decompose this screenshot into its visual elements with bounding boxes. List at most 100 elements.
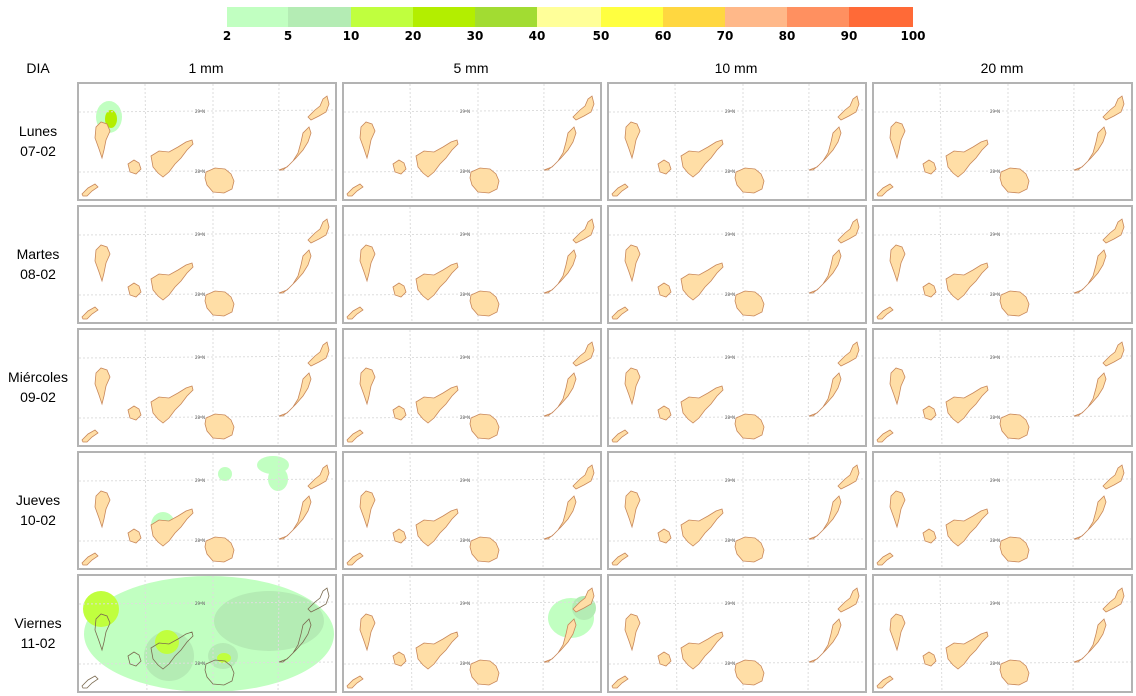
island-fuerteventura [278,372,312,417]
island-el-hierro [81,675,99,689]
island-gran-canaria [734,167,765,194]
row-day: Jueves [15,492,61,508]
island-fuerteventura [543,618,577,663]
longitude-gridline [144,453,148,568]
longitude-gridline [409,330,413,445]
island-lanzarote [837,95,860,121]
latitude-gridline [79,415,335,419]
legend-tick-label: 40 [528,29,546,43]
map-canvas: 29ºN 28ºN [344,330,600,445]
legend-tick-label: 2 [222,29,232,43]
island-tenerife [945,262,989,301]
latitude-label: 28ºN [725,292,735,297]
map-panel: 29ºN 28ºN [77,574,337,693]
map-panel: 29ºN 28ºN [342,574,602,693]
latitude-label: 28ºN [460,661,470,666]
row-date: 10-02 [20,512,56,528]
map-panel: 29ºN 28ºN [342,451,602,570]
longitude-gridline [542,576,545,691]
latitude-gridline [609,478,865,482]
dia-header: DIA [26,60,50,76]
latitude-gridline [874,415,1131,419]
longitude-gridline [1072,576,1075,691]
latitude-label: 28ºN [460,538,470,543]
island-tenerife [415,262,459,301]
latitude-gridline [609,232,865,236]
island-la-palma [624,121,641,160]
island-fuerteventura [1073,372,1107,417]
map-canvas: 29ºN 28ºN [874,453,1131,568]
longitude-gridline [277,207,280,322]
island-el-hierro [346,429,364,443]
map-panel: 29ºN 28ºN [607,574,867,693]
island-gran-canaria [999,167,1030,194]
island-gran-canaria [734,413,765,440]
longitude-gridline [144,207,148,322]
latitude-gridline [79,601,335,605]
island-el-hierro [81,306,99,320]
latitude-label: 28ºN [195,292,205,297]
island-gran-canaria [999,290,1030,317]
map-panel: 29ºN 28ºN [342,328,602,447]
latitude-gridline [344,478,600,482]
island-tenerife [680,385,724,424]
island-fuerteventura [1073,249,1107,294]
longitude-gridline [674,453,678,568]
longitude-gridline [939,576,943,691]
longitude-gridline [807,576,810,691]
map-panel: 29ºN 28ºN [607,451,867,570]
longitude-gridline [1072,453,1075,568]
latitude-gridline [344,661,600,665]
longitude-gridline [674,84,678,199]
island-fuerteventura [808,372,842,417]
island-la-palma [94,490,111,529]
latitude-gridline [344,232,600,236]
map-panel: 29ºN 28ºN [77,451,337,570]
latitude-gridline [79,109,335,113]
longitude-gridline [807,453,810,568]
island-gran-canaria [204,659,235,686]
latitude-label: 28ºN [990,169,1000,174]
legend-swatch [288,7,351,27]
legend-swatch [351,7,413,27]
island-tenerife [945,631,989,670]
island-el-hierro [876,183,894,197]
legend-swatch [413,7,475,27]
island-el-hierro [346,552,364,566]
legend-tick-label: 60 [654,29,672,43]
row-day: Lunes [18,123,58,139]
island-la-palma [889,121,906,160]
island-el-hierro [876,429,894,443]
island-lanzarote [307,464,330,490]
island-lanzarote [307,95,330,121]
island-la-gomera [127,282,142,298]
island-la-gomera [922,282,937,298]
island-lanzarote [1102,464,1125,490]
island-el-hierro [346,306,364,320]
island-fuerteventura [1073,495,1107,540]
longitude-gridline [1072,330,1075,445]
longitude-gridline [409,84,413,199]
legend-tick-label: 5 [283,29,293,43]
longitude-gridline [1072,207,1075,322]
map-canvas: 29ºN 28ºN [874,207,1131,322]
latitude-label: 29ºN [990,478,1000,483]
longitude-gridline [277,84,280,199]
column-header-1mm: 1 mm [188,60,224,76]
map-canvas: 29ºN 28ºN [609,207,865,322]
island-fuerteventura [278,249,312,294]
island-gran-canaria [734,290,765,317]
island-la-gomera [392,528,407,544]
island-el-hierro [876,306,894,320]
island-la-palma [359,613,376,652]
map-panel: 29ºN 28ºN [872,574,1133,693]
latitude-gridline [609,355,865,359]
latitude-label: 29ºN [460,478,470,483]
island-el-hierro [876,675,894,689]
latitude-label: 29ºN [725,478,735,483]
row-date: 07-02 [20,143,56,159]
latitude-label: 29ºN [195,355,205,360]
latitude-gridline [609,415,865,419]
latitude-label: 28ºN [195,169,205,174]
island-gran-canaria [999,413,1030,440]
